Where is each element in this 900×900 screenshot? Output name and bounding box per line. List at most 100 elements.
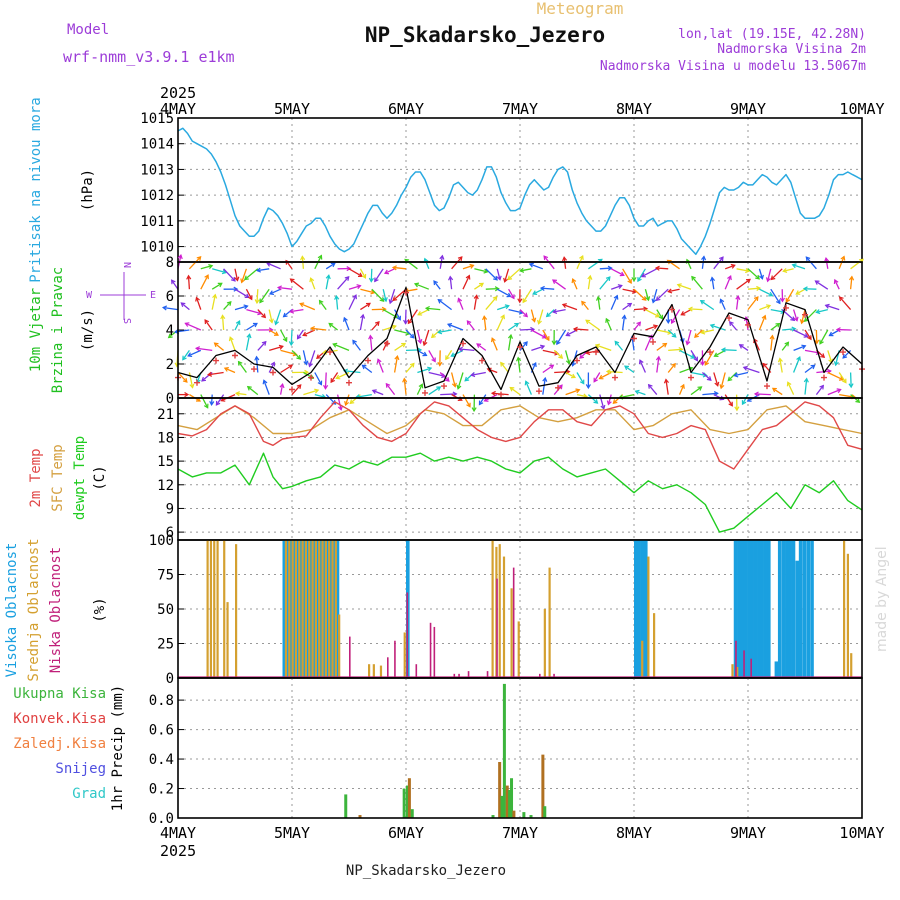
cloud-bar — [647, 556, 650, 678]
wind-arrowhead — [189, 383, 195, 389]
wind-arrowhead — [786, 381, 792, 387]
wind-arrowhead — [605, 369, 611, 375]
wind-arrowhead — [820, 353, 826, 359]
cloud-bar — [226, 602, 229, 678]
wind-arrowhead — [300, 255, 306, 261]
wind-arrow — [679, 349, 695, 359]
wind-arrowhead — [433, 280, 438, 286]
y-tick-label: 8 — [166, 255, 174, 271]
wind-arrow — [485, 287, 499, 290]
wind-arrow — [274, 309, 282, 325]
wind-arrow — [478, 394, 487, 405]
wind-arrowhead — [558, 354, 564, 359]
wind-arrowhead — [522, 298, 528, 304]
wind-arrowhead — [381, 306, 387, 312]
wind-arrowhead — [848, 383, 854, 389]
cloud-bar — [309, 540, 313, 678]
gust-marker — [194, 379, 200, 386]
cloud-bar — [795, 560, 800, 678]
precip-bar — [512, 810, 516, 818]
y-tick-label: 0.6 — [149, 723, 174, 739]
wind-arrow — [644, 289, 650, 301]
wind-arrow — [451, 256, 463, 270]
wind-arrow — [770, 268, 783, 280]
wind-arrow — [804, 309, 817, 322]
wind-arrow — [622, 288, 637, 293]
wind-arrowhead — [814, 339, 820, 345]
wind-arrowhead — [278, 344, 284, 350]
wind-arrow — [437, 299, 452, 311]
wind-arrow — [302, 350, 308, 365]
wind-arrowhead — [631, 277, 637, 282]
wind-arrowhead — [631, 288, 638, 294]
cloud-bar — [553, 673, 555, 678]
wind-arrow — [747, 287, 761, 290]
cloud-bar — [372, 664, 375, 678]
wind-arrowhead — [753, 391, 759, 397]
wind-arrow — [532, 288, 544, 295]
wind-arrow — [645, 309, 660, 318]
cloud-unit: (%) — [92, 597, 108, 622]
y-tick-label: 1010 — [140, 240, 174, 256]
wind-arrow — [758, 268, 764, 279]
wind-arrowhead — [738, 344, 744, 349]
y-tick-label: 9 — [166, 501, 174, 517]
wind-arrowhead — [208, 263, 214, 269]
wind-arrow — [694, 329, 703, 338]
wind-arrow — [816, 308, 828, 314]
cloud-bar — [315, 540, 320, 678]
wind-arrowhead — [651, 298, 657, 304]
wind-arrowhead — [802, 286, 808, 292]
gust-marker — [289, 386, 295, 393]
wind-arrow — [734, 371, 749, 377]
wind-arrow — [648, 384, 658, 396]
wind-arrowhead — [437, 298, 443, 304]
wind-arrow — [485, 296, 498, 311]
wind-arrow — [405, 363, 415, 373]
wind-arrowhead — [641, 296, 647, 301]
wind-arrowhead — [246, 333, 252, 339]
wind-arrowhead — [598, 374, 604, 380]
wind-arrowhead — [318, 299, 324, 305]
wind-arrow — [565, 371, 576, 379]
cloud-bar — [311, 540, 314, 678]
wind-arrowhead — [330, 378, 336, 384]
cloud-bar — [209, 540, 213, 678]
wind-arrowhead — [262, 379, 268, 385]
cloud-bar — [235, 544, 238, 678]
wind-arrow — [793, 329, 808, 338]
x-tick-label-bottom: 5MAY — [274, 824, 310, 842]
precip-bar — [529, 815, 533, 818]
wind-arrow — [177, 372, 188, 383]
wind-arrow — [311, 327, 327, 331]
precip-bar — [543, 806, 547, 818]
wind-arrowhead — [352, 339, 357, 345]
wind-arrowhead — [510, 294, 515, 300]
x-tick-label-top: 5MAY — [274, 100, 310, 118]
gust-marker — [441, 383, 447, 390]
wind-arrow — [291, 349, 301, 360]
wind-arrowhead — [637, 277, 642, 283]
wind-arrowhead — [337, 405, 343, 411]
wind-arrow — [668, 288, 680, 293]
precip-legend-item: Grad — [72, 786, 106, 802]
wind-arrow — [403, 378, 407, 395]
wind-arrowhead — [579, 379, 585, 385]
wind-arrowhead — [418, 383, 424, 389]
y-tick-label: 0.0 — [149, 811, 174, 827]
cloud-bar — [415, 664, 418, 678]
elevation-label: Nadmorska Visina 2m — [717, 42, 866, 57]
wind-arrow — [599, 276, 611, 290]
wind-arrow — [519, 341, 528, 351]
wind-arrow — [417, 309, 430, 316]
wind-arrowhead — [805, 256, 811, 262]
x-tick-label-bottom: 8MAY — [616, 824, 652, 842]
wind-arrowhead — [600, 404, 606, 410]
wind-arrowhead — [541, 334, 547, 339]
wind-arrow — [234, 305, 248, 311]
wind-arrowhead — [228, 336, 234, 342]
wind-arrow — [554, 370, 570, 374]
wind-arrowhead — [606, 400, 612, 406]
wind-arrowhead — [374, 321, 380, 326]
wind-arrowhead — [303, 360, 309, 366]
